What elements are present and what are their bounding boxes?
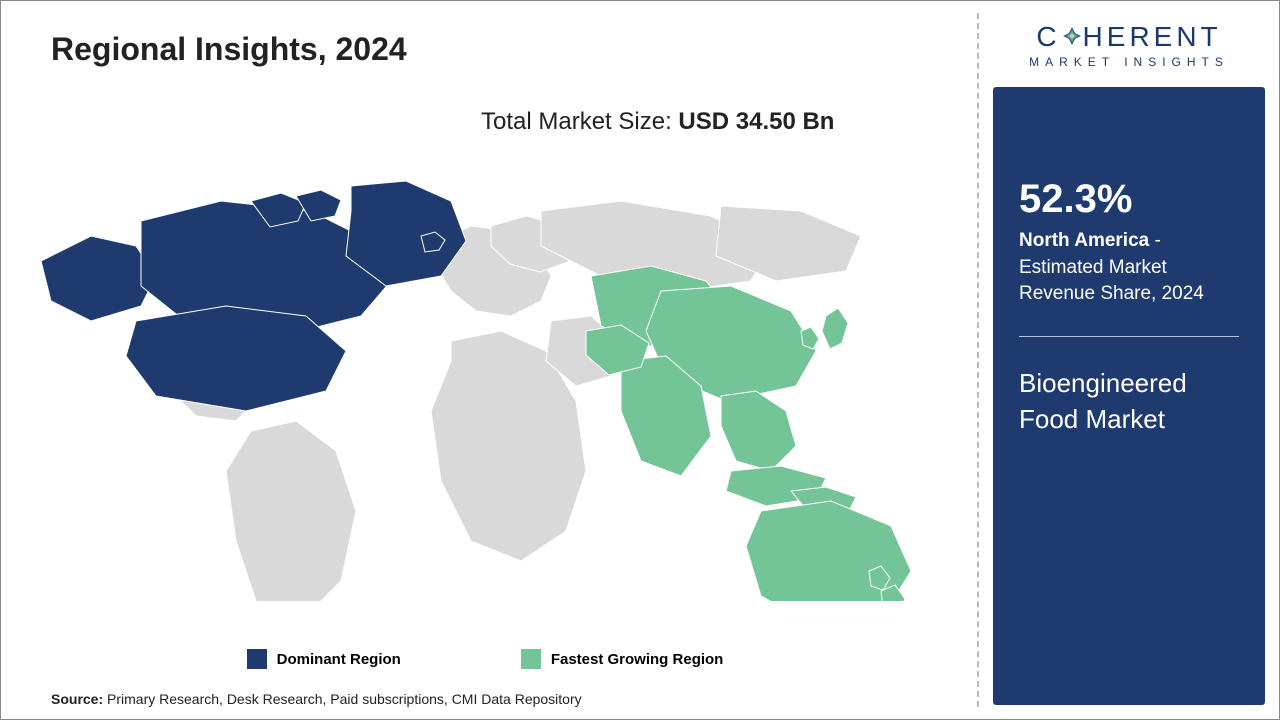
map-legend: Dominant Region Fastest Growing Region: [1, 649, 969, 669]
source-label: Source:: [51, 691, 103, 707]
logo-sub: MARKET INSIGHTS: [993, 55, 1265, 69]
legend-swatch-fastest: [521, 649, 541, 669]
share-region: North America: [1019, 230, 1149, 251]
page-title: Regional Insights, 2024: [51, 31, 957, 68]
source-line: Source: Primary Research, Desk Research,…: [51, 691, 582, 707]
logo-main: C HERENT: [993, 21, 1265, 53]
map-fastest-group: [586, 266, 911, 601]
stats-card: 52.3% North America - Estimated Market R…: [993, 87, 1265, 705]
world-map-svg: [21, 171, 921, 601]
legend-item-dominant: Dominant Region: [247, 649, 401, 669]
legend-swatch-dominant: [247, 649, 267, 669]
legend-label-dominant: Dominant Region: [277, 651, 401, 668]
source-text: Primary Research, Desk Research, Paid su…: [103, 691, 582, 707]
map-dominant-group: [41, 181, 466, 411]
logo-text-pre: C: [1036, 21, 1060, 52]
infographic-container: Regional Insights, 2024 Total Market Siz…: [0, 0, 1280, 720]
brand-logo: C HERENT MARKET INSIGHTS: [993, 21, 1265, 69]
card-divider: [1019, 336, 1239, 337]
market-size-label: Total Market Size:: [481, 108, 678, 135]
world-map: [21, 171, 921, 601]
logo-text-post: HERENT: [1083, 21, 1222, 52]
market-size: Total Market Size: USD 34.50 Bn: [481, 106, 834, 137]
legend-item-fastest: Fastest Growing Region: [521, 649, 724, 669]
share-description: North America - Estimated Market Revenue…: [1019, 228, 1239, 308]
market-name: Bioengineered Food Market: [1019, 365, 1239, 438]
market-size-value: USD 34.50 Bn: [678, 108, 834, 135]
logo-o-icon: [1061, 22, 1083, 44]
share-percent: 52.3%: [1019, 177, 1239, 222]
legend-label-fastest: Fastest Growing Region: [551, 651, 724, 668]
right-column: C HERENT MARKET INSIGHTS 52.3% North Ame…: [979, 1, 1279, 719]
main-area: Regional Insights, 2024 Total Market Siz…: [1, 1, 977, 719]
